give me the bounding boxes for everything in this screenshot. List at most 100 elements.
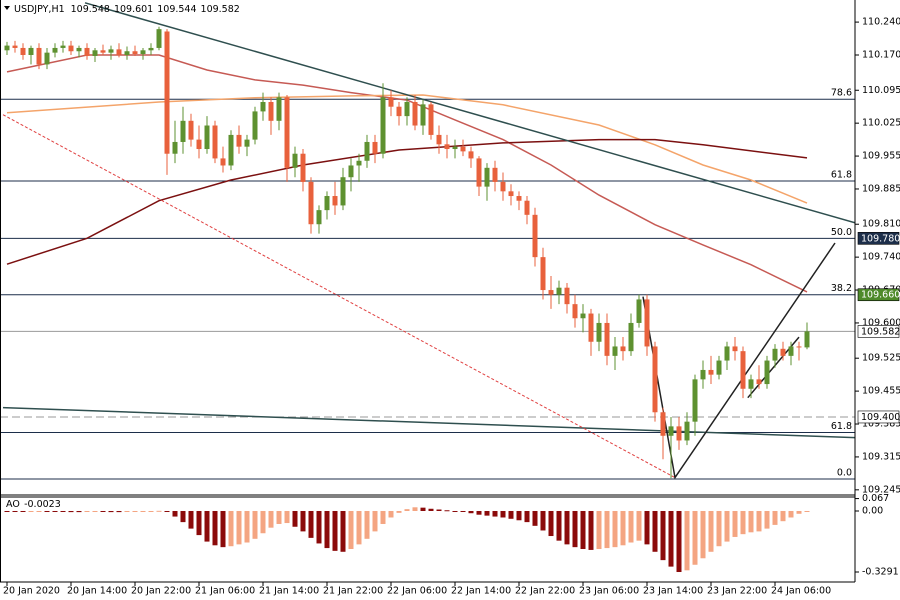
x-tick-label: 22 Jan 22:00 (515, 586, 575, 597)
candle-body (140, 50, 146, 55)
ao-bar (28, 510, 34, 512)
ao-bar (308, 510, 314, 538)
ao-bar (588, 510, 594, 550)
ao-bar (516, 510, 522, 521)
ao-bar (220, 510, 226, 548)
y-tick-label: 110.095 (862, 85, 900, 96)
ao-bar (284, 510, 290, 524)
ao-bar (524, 510, 530, 523)
ao-bar (124, 510, 130, 512)
ao-bar (204, 510, 210, 542)
candle-body (204, 125, 210, 150)
candle-body (516, 196, 522, 201)
candle-body (724, 346, 730, 361)
symbol: USDJPY,H1 (14, 4, 65, 15)
ao-bar (484, 510, 490, 516)
candle-body (68, 45, 74, 52)
candle-body (20, 47, 26, 55)
price-tag (857, 325, 900, 338)
candle-body (340, 177, 346, 206)
ao-bar (212, 510, 218, 546)
ao-bar (380, 510, 386, 524)
y-tick-label: 110.025 (862, 118, 900, 129)
ao-bar (108, 510, 114, 513)
ao-bar (652, 510, 658, 552)
ao-bar (732, 510, 738, 537)
x-tick-label: 20 Jan 22:00 (131, 586, 191, 597)
ao-bar (276, 510, 282, 524)
ao-bar (324, 510, 330, 549)
ao-bar (764, 510, 770, 529)
candle-body (492, 167, 498, 182)
candle-body (604, 322, 610, 356)
ao-bar (116, 510, 122, 513)
candle-body (108, 49, 114, 53)
candle-body (740, 351, 746, 389)
candle-body (596, 322, 602, 342)
candle-body (76, 47, 82, 52)
candle-body (484, 167, 490, 187)
price-tag (857, 410, 900, 424)
candle-body (580, 313, 586, 319)
candle-body (244, 139, 250, 147)
ao-bar (132, 510, 138, 512)
ao-bar (532, 510, 538, 526)
candle-body (684, 421, 690, 441)
candle-body (764, 360, 770, 385)
candle-body (36, 47, 42, 65)
candle-body (156, 29, 162, 48)
candle-body (292, 153, 298, 168)
candle-body (460, 146, 466, 152)
ao-bar (756, 510, 762, 532)
ao-bar (356, 510, 362, 545)
candle-body (772, 348, 778, 361)
candle-body (348, 165, 354, 178)
candle-body (468, 151, 474, 159)
ao-bar (388, 510, 394, 518)
ao-bar (748, 510, 754, 533)
x-tick-label: 23 Jan 14:00 (643, 586, 703, 597)
candle-body (180, 120, 186, 142)
candle-body (44, 52, 50, 65)
fib-label: 38.2 (831, 283, 852, 294)
candle-body (28, 47, 34, 55)
ao-bar (596, 510, 602, 550)
candle-body (452, 146, 458, 150)
candle-body (644, 299, 650, 347)
x-tick-label: 22 Jan 14:00 (451, 586, 511, 597)
trendline (84, 2, 855, 224)
ao-bar (172, 510, 178, 517)
ao-bar (492, 510, 498, 517)
close: 109.582 (201, 4, 240, 15)
candle-body (420, 104, 426, 126)
fib-label: 61.8 (831, 169, 852, 180)
y-tick-label: 109.455 (862, 386, 900, 397)
candle-body (668, 426, 674, 436)
candle-body (524, 200, 530, 215)
ao-value: -0.0023 (24, 499, 61, 510)
ao-bar (364, 510, 370, 539)
candle-body (308, 181, 314, 225)
ao-bar (476, 510, 482, 515)
ao-bar (36, 510, 42, 512)
candle-body (788, 346, 794, 356)
ao-bar (92, 510, 98, 512)
candle-body (500, 181, 506, 192)
ao-bar (188, 510, 194, 529)
candle-body (252, 111, 258, 140)
candle-body (540, 257, 546, 291)
ao-bar (76, 510, 82, 513)
candle-body (556, 287, 562, 295)
ao-bar (444, 510, 450, 512)
candle-body (268, 102, 274, 121)
chart-title: USDJPY,H1 109.548 109.601 109.544 109.582 (14, 4, 240, 15)
ao-bar (564, 510, 570, 545)
candle-body (748, 379, 754, 389)
ao-bar (660, 510, 666, 561)
ao-panel (4, 507, 810, 573)
candle-body (796, 346, 802, 348)
candle-body (804, 331, 810, 348)
ao-bar (316, 510, 322, 544)
